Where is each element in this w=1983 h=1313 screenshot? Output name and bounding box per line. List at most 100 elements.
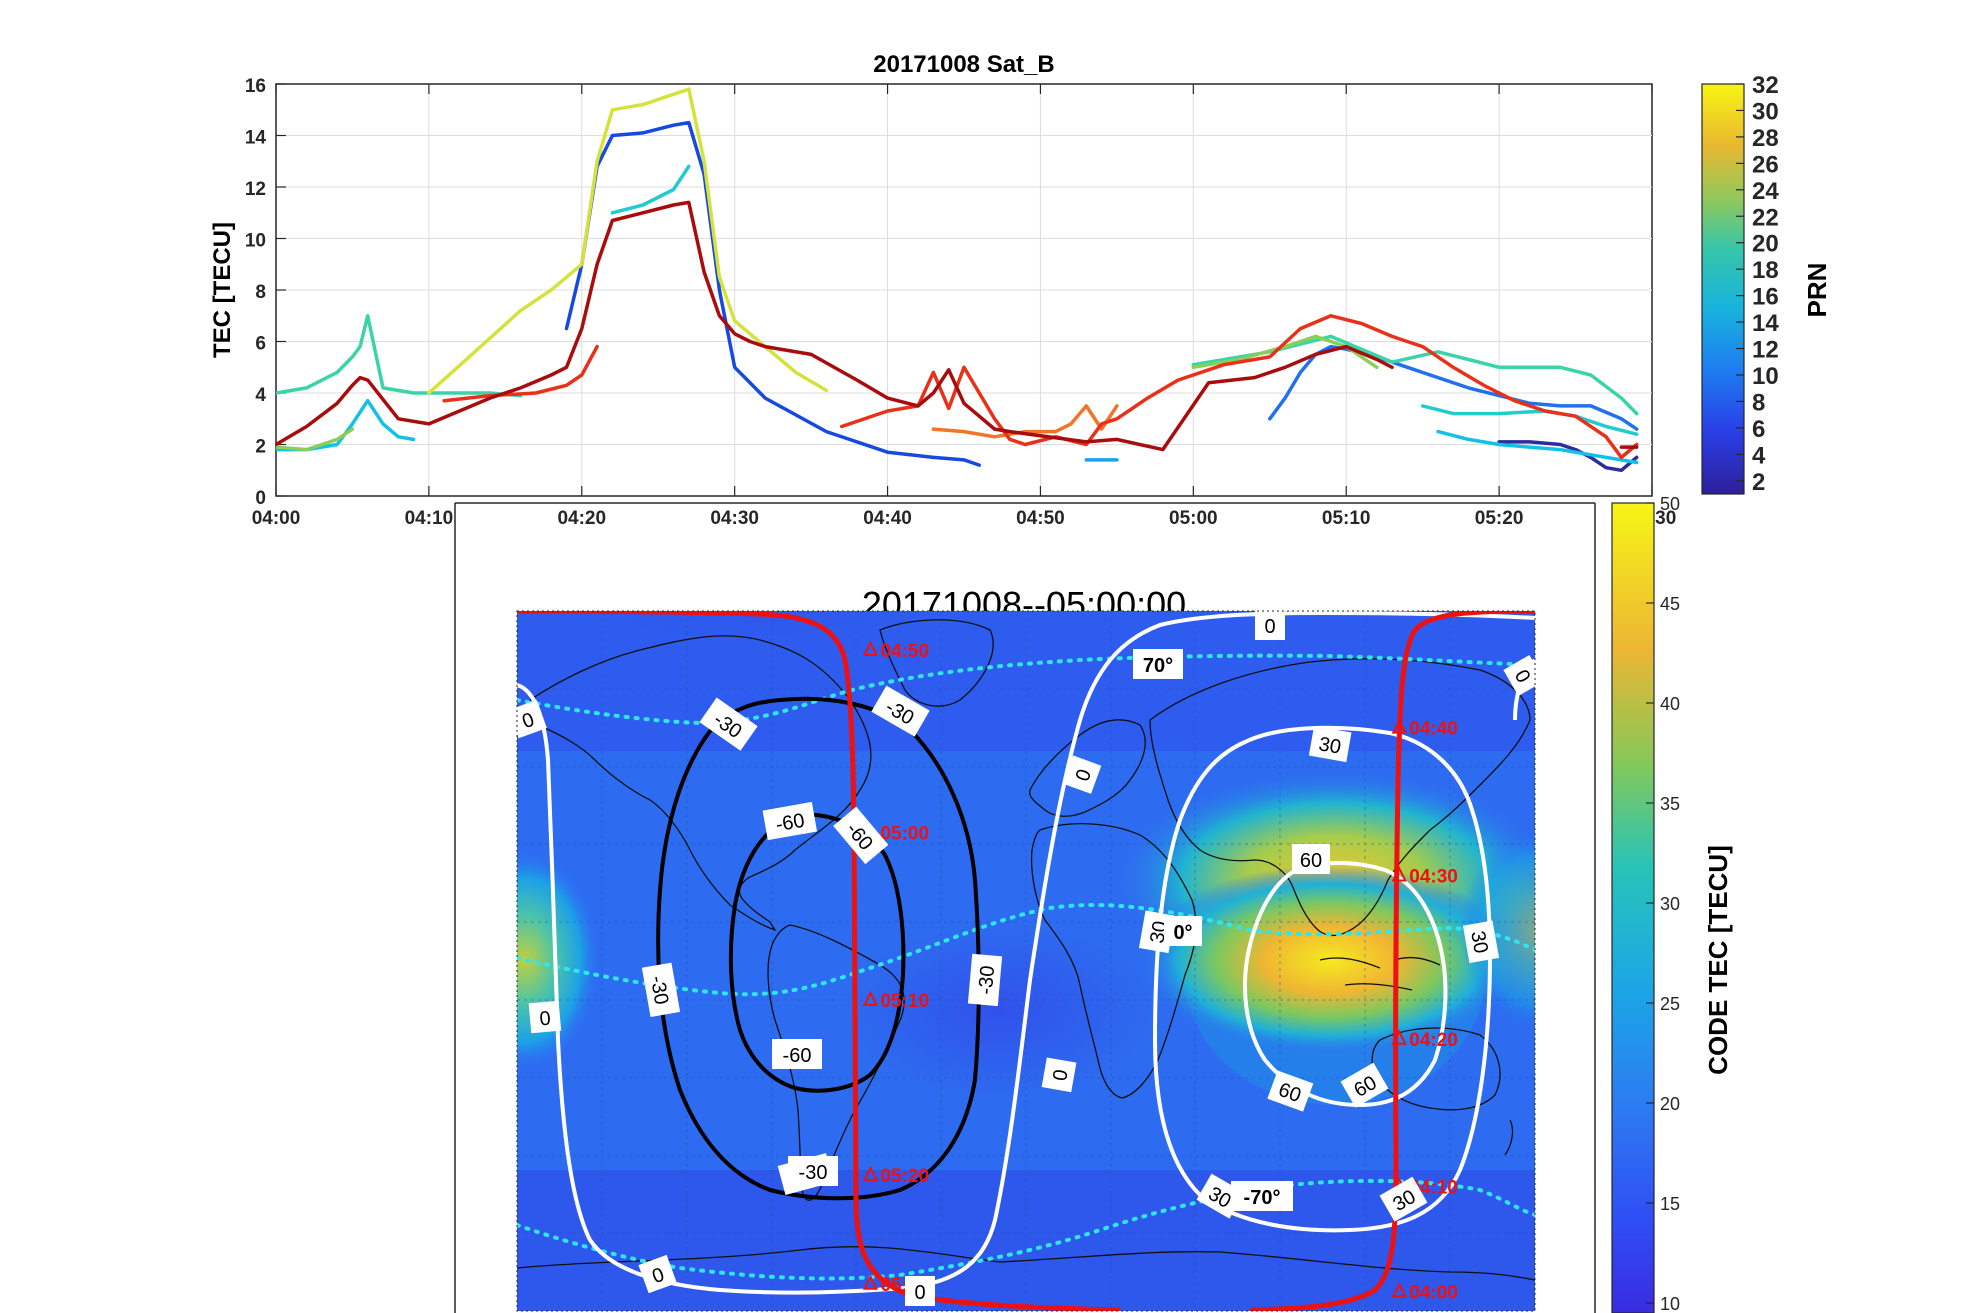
timeseries-ylabel: TEC [TECU]: [209, 222, 236, 358]
contour-label-box: [762, 801, 818, 841]
contour-label-box: [699, 697, 758, 751]
ytick-label: 14: [245, 128, 267, 149]
prn-tick-label: 24: [1752, 178, 1779, 205]
contour-label-text: 60: [1300, 850, 1322, 872]
tec-series-prn-24: [427, 87, 829, 395]
prn-tick-label: 14: [1752, 310, 1779, 337]
tec-tick-label: 15: [1660, 1194, 1680, 1214]
contour-label: -30: [788, 1156, 838, 1186]
track-time-label: 05:10: [880, 991, 929, 1012]
dip-line-minus70: [517, 1178, 1535, 1281]
prn-colorbar: [1701, 83, 1745, 495]
contour-label: 0: [1041, 1057, 1077, 1093]
contour-label-box: [1503, 655, 1535, 696]
tec-enhancement-equatorial: [1140, 865, 1520, 1055]
prn-tick-label: 18: [1752, 257, 1779, 284]
xtick-label: 05:10: [1322, 508, 1371, 529]
track-marker: [1391, 1029, 1407, 1045]
track-time-label: 04:50: [880, 641, 929, 662]
contour-label: 0: [1255, 611, 1285, 640]
timeseries-title: 20171008 Sat_B: [873, 51, 1054, 78]
contour-label-box: [1041, 1057, 1077, 1093]
dip-labels: 70° 0° -70°: [1133, 649, 1293, 1211]
contour-label-box: [517, 699, 547, 739]
tec-map-panel: 20171008--05:00:00: [454, 494, 1733, 1313]
contour-label: 0: [638, 1254, 677, 1294]
tec-series-prn-29: [839, 314, 1639, 460]
tec-tick-label: 50: [1660, 494, 1680, 514]
prn-tick-label: 12: [1752, 337, 1779, 364]
track-time-label: 05:00: [880, 824, 929, 845]
xtick-label: 04:30: [710, 508, 759, 529]
tec-tick-label: 10: [1660, 1294, 1680, 1313]
dip-label: 0°: [1164, 916, 1202, 946]
prn-tick-label: 26: [1752, 151, 1779, 178]
ytick-label: 6: [255, 334, 266, 355]
dip-label-box: [1231, 1181, 1293, 1211]
contour-label-box: [772, 1039, 822, 1069]
dip-label-text: -70°: [1244, 1187, 1281, 1209]
dip-label-text: 70°: [1143, 655, 1173, 677]
contour-label: 30: [1462, 920, 1500, 964]
track-time-label: 04:40: [1409, 719, 1458, 740]
contour-label-text: -30: [646, 974, 673, 1006]
prn-tick-label: 22: [1752, 204, 1779, 231]
contour-label: 30: [1308, 725, 1352, 763]
tec-series-prn-27: [931, 404, 1119, 439]
track-time-label: 05:20: [880, 1166, 929, 1187]
contour-label-text: 0: [1264, 616, 1275, 638]
contour-label-box: [1292, 844, 1330, 874]
tec-tick-label: 20: [1660, 1094, 1680, 1114]
tec-series-prn-31: [276, 200, 1394, 452]
contour-label-box: [1255, 611, 1285, 640]
tec-tick-label: 25: [1660, 994, 1680, 1014]
track-marker: [862, 990, 879, 1006]
contour-label: 60: [1267, 1070, 1314, 1112]
dip-label-text: 0°: [1173, 922, 1192, 944]
contour-label-text: 30: [1466, 929, 1492, 955]
contour-label-box: [1462, 920, 1500, 964]
coast-europe: [1029, 719, 1146, 817]
prn-tick-label: 2: [1752, 469, 1765, 496]
contour-label-text: -30: [975, 965, 999, 996]
contour-label: -30: [967, 953, 1003, 1007]
track-marker: [1391, 718, 1407, 734]
contour-label-box: [788, 1156, 838, 1186]
dip-label-box: [1164, 916, 1202, 946]
dip-line-0: [517, 903, 1535, 997]
map-border: [516, 610, 1536, 1312]
contour-label-text: 0: [1049, 1068, 1073, 1083]
prn-tick-label: 32: [1752, 72, 1779, 99]
prn-tick-label: 4: [1752, 442, 1766, 469]
contour-label-box: [1267, 1070, 1314, 1112]
track-time-label: 04:00: [1409, 1283, 1458, 1304]
contour-label-box: [641, 962, 681, 1018]
prn-tick-label: 20: [1752, 231, 1779, 258]
contour-label-box: [871, 685, 930, 737]
contour-label-text: 0: [914, 1282, 925, 1304]
coast-newzealand: [1504, 1119, 1514, 1156]
contour-label-box: [1379, 1176, 1428, 1222]
contour-label-text: -60: [783, 1045, 812, 1067]
contour-label: 0: [517, 699, 547, 739]
track-descending: [1249, 611, 1535, 1311]
tec-colorbar-label: CODE TEC [TECU]: [1703, 845, 1733, 1075]
tec-map: 04:1004:2004:3004:4004:5005:0005:1005:20…: [517, 611, 1535, 1311]
xtick-label: 04:10: [405, 508, 454, 529]
ytick-label: 4: [255, 385, 266, 406]
tec-series-prn-16: [276, 314, 523, 398]
ytick-label: 12: [245, 179, 266, 200]
coast-greenland: [879, 619, 994, 707]
track-time-label: 04:30: [1409, 866, 1458, 887]
contour-label: -60: [772, 1039, 822, 1069]
contour-label: 0: [528, 1000, 562, 1034]
contour-label: 0: [905, 1276, 935, 1306]
track-marker: [862, 640, 879, 656]
contour-label: -60: [762, 801, 818, 841]
xtick-label: 04:00: [252, 508, 301, 529]
tec-series-prn-11: [1436, 429, 1639, 465]
contour-minus60: [728, 812, 906, 1093]
contour-label-box: [1062, 755, 1102, 794]
tec-tick-label: 45: [1660, 594, 1680, 614]
